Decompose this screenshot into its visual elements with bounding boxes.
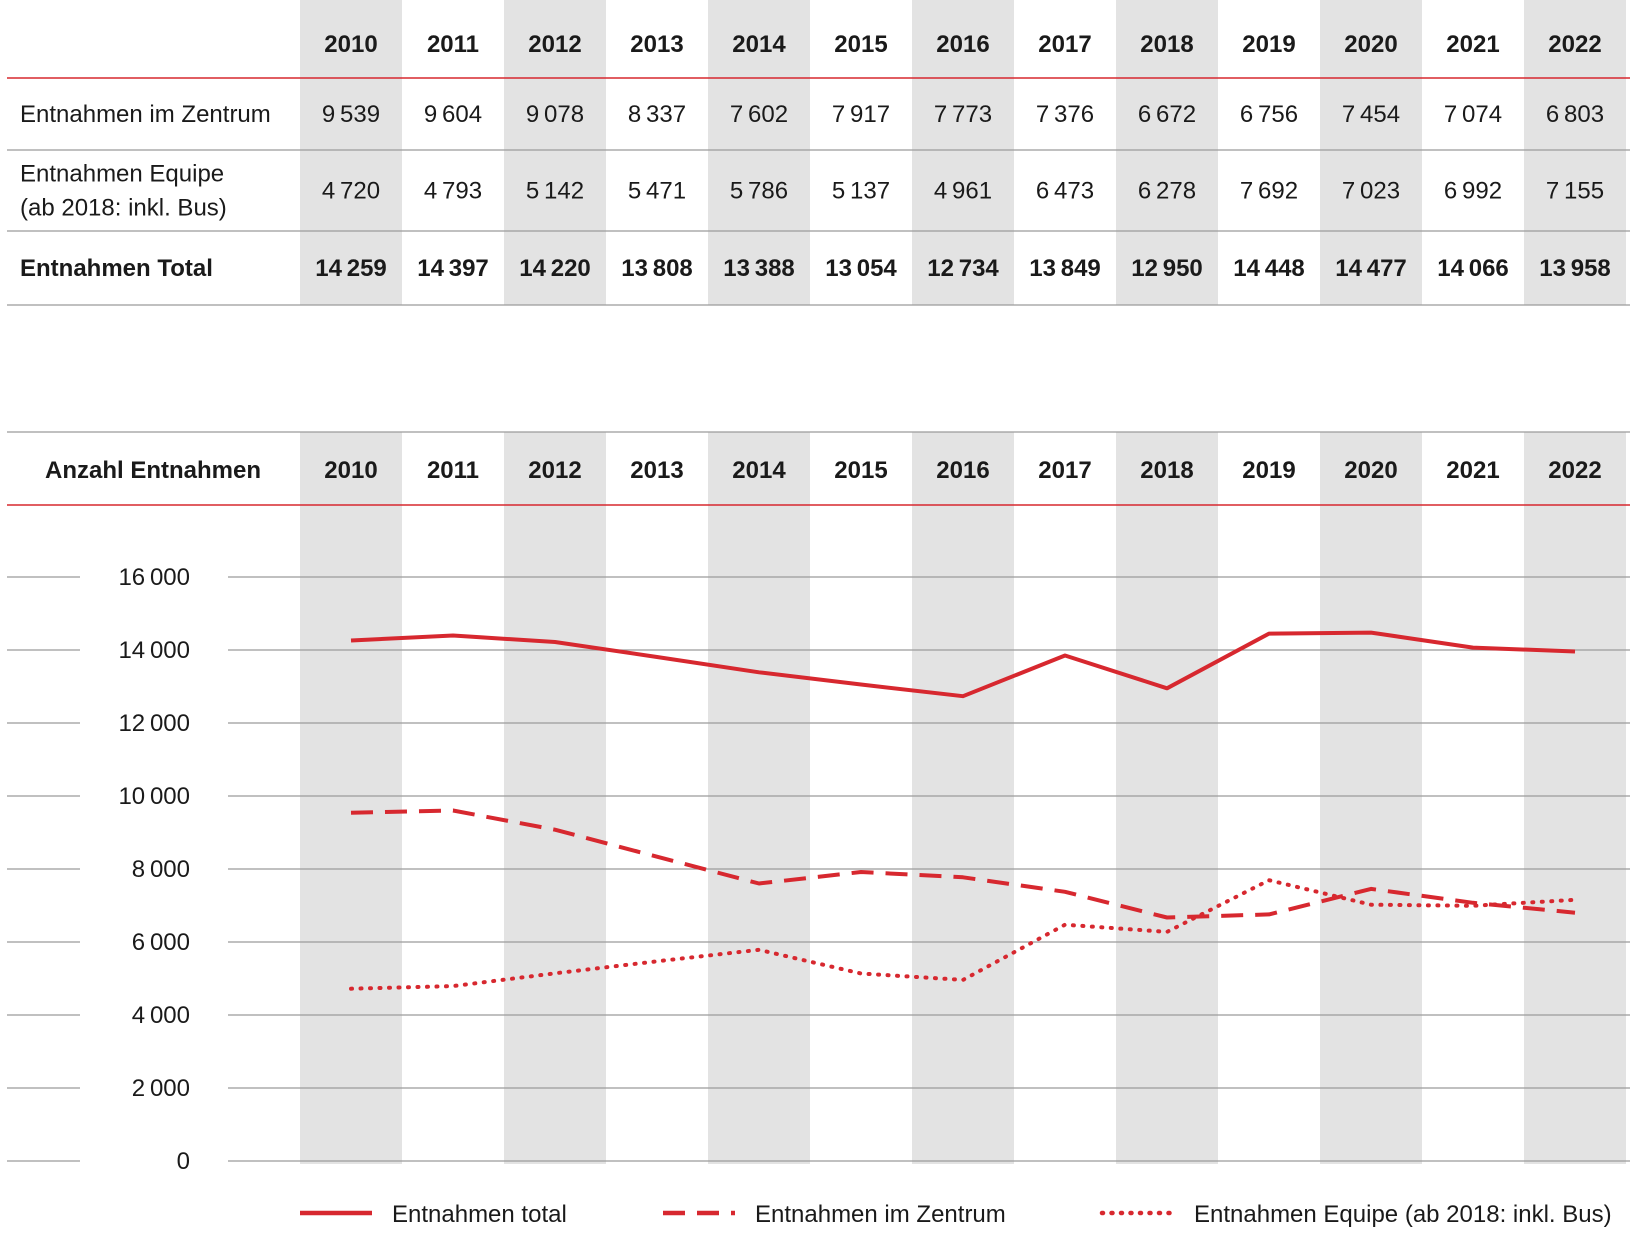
table-year-label: 2015 <box>834 31 887 58</box>
legend-item: Entnahmen Equipe (ab 2018: inkl. Bus) <box>1102 1201 1612 1228</box>
chart-year-label: 2020 <box>1344 457 1397 484</box>
table-cell: 6 992 <box>1444 178 1502 205</box>
table-cell: 14 259 <box>315 255 387 282</box>
table-cell: 7 074 <box>1444 101 1502 128</box>
chart-column-band <box>1320 432 1422 1164</box>
row-label: (ab 2018: inkl. Bus) <box>20 195 227 222</box>
y-tick-label: 16 000 <box>118 564 190 591</box>
table-year-label: 2020 <box>1344 31 1397 58</box>
table-cell: 13 849 <box>1029 255 1101 282</box>
table-cell: 14 066 <box>1437 255 1509 282</box>
y-tick-label: 4 000 <box>132 1002 190 1029</box>
y-tick-label: 2 000 <box>132 1075 190 1102</box>
table-year-label: 2017 <box>1038 31 1091 58</box>
chart-year-label: 2022 <box>1548 457 1601 484</box>
chart-column-band <box>1524 432 1626 1164</box>
y-tick-label: 8 000 <box>132 856 190 883</box>
chart-column-band <box>708 432 810 1164</box>
table-year-label: 2013 <box>630 31 683 58</box>
row-label: Entnahmen im Zentrum <box>20 101 271 128</box>
table-cell: 6 756 <box>1240 101 1298 128</box>
table-cell: 12 734 <box>927 255 999 282</box>
chart-title: Anzahl Entnahmen <box>45 457 261 484</box>
table-cell: 4 793 <box>424 178 482 205</box>
table-cell: 7 454 <box>1342 101 1400 128</box>
table-cell: 6 473 <box>1036 178 1094 205</box>
legend-item: Entnahmen im Zentrum <box>663 1201 1006 1228</box>
row-label: Entnahmen Total <box>20 255 213 282</box>
legend-label: Entnahmen Equipe (ab 2018: inkl. Bus) <box>1194 1201 1612 1228</box>
table-cell: 8 337 <box>628 101 686 128</box>
table-cell: 7 155 <box>1546 178 1604 205</box>
column-bands <box>300 0 1626 1164</box>
table-cell: 13 054 <box>825 255 897 282</box>
table-cell: 13 958 <box>1539 255 1611 282</box>
chart-year-label: 2010 <box>324 457 377 484</box>
table-cell: 13 808 <box>621 255 693 282</box>
table-cell: 9 604 <box>424 101 482 128</box>
table-year-label: 2018 <box>1140 31 1193 58</box>
table-cell: 14 220 <box>519 255 591 282</box>
table-year-label: 2014 <box>732 31 786 58</box>
chart-legend: Entnahmen total Entnahmen im Zentrum Entna… <box>300 1201 1612 1228</box>
chart-column-band <box>1116 432 1218 1164</box>
table-cell: 4 720 <box>322 178 380 205</box>
table-cell: 5 786 <box>730 178 788 205</box>
table-cell: 9 078 <box>526 101 584 128</box>
chart-year-label: 2012 <box>528 457 581 484</box>
table-cell: 6 672 <box>1138 101 1196 128</box>
chart-year-label: 2019 <box>1242 457 1295 484</box>
table-cell: 7 917 <box>832 101 890 128</box>
table-cell: 5 471 <box>628 178 686 205</box>
table-cell: 14 477 <box>1335 255 1407 282</box>
legend-label: Entnahmen total <box>392 1201 567 1228</box>
chart-column-band <box>912 432 1014 1164</box>
y-tick-label: 6 000 <box>132 929 190 956</box>
table-year-label: 2012 <box>528 31 581 58</box>
table-cell: 5 137 <box>832 178 890 205</box>
table-cell: 9 539 <box>322 101 380 128</box>
table-cell: 6 803 <box>1546 101 1604 128</box>
y-tick-label: 12 000 <box>118 710 190 737</box>
chart-year-label: 2013 <box>630 457 683 484</box>
table-cell: 4 961 <box>934 178 992 205</box>
chart-year-label: 2011 <box>427 457 479 484</box>
table-cell: 14 397 <box>417 255 489 282</box>
table-cell: 6 278 <box>1138 178 1196 205</box>
y-tick-label: 14 000 <box>118 637 190 664</box>
chart-year-label: 2014 <box>732 457 786 484</box>
table-year-label: 2010 <box>324 31 377 58</box>
y-tick-label: 0 <box>177 1148 190 1175</box>
row-label: Entnahmen Equipe <box>20 161 224 188</box>
chart-column-band <box>504 432 606 1164</box>
table-year-label: 2022 <box>1548 31 1601 58</box>
table-cell: 7 773 <box>934 101 992 128</box>
legend-label: Entnahmen im Zentrum <box>755 1201 1006 1228</box>
table-year-label: 2011 <box>427 31 479 58</box>
table-cell: 5 142 <box>526 178 584 205</box>
chart-year-label: 2021 <box>1446 457 1499 484</box>
table-cell: 13 388 <box>723 255 795 282</box>
chart-year-label: 2018 <box>1140 457 1193 484</box>
chart-year-label: 2017 <box>1038 457 1091 484</box>
table-cell: 7 376 <box>1036 101 1094 128</box>
chart-year-label: 2015 <box>834 457 887 484</box>
y-tick-label: 10 000 <box>118 783 190 810</box>
table-year-label: 2016 <box>936 31 989 58</box>
table-cell: 7 602 <box>730 101 788 128</box>
chart-year-label: 2016 <box>936 457 989 484</box>
legend-item: Entnahmen total <box>300 1201 567 1228</box>
table-cell: 14 448 <box>1233 255 1305 282</box>
table-year-label: 2019 <box>1242 31 1295 58</box>
table-cell: 7 023 <box>1342 178 1400 205</box>
table-cell: 7 692 <box>1240 178 1298 205</box>
table-year-label: 2021 <box>1446 31 1499 58</box>
chart-column-band <box>300 432 402 1164</box>
table-cell: 12 950 <box>1131 255 1203 282</box>
